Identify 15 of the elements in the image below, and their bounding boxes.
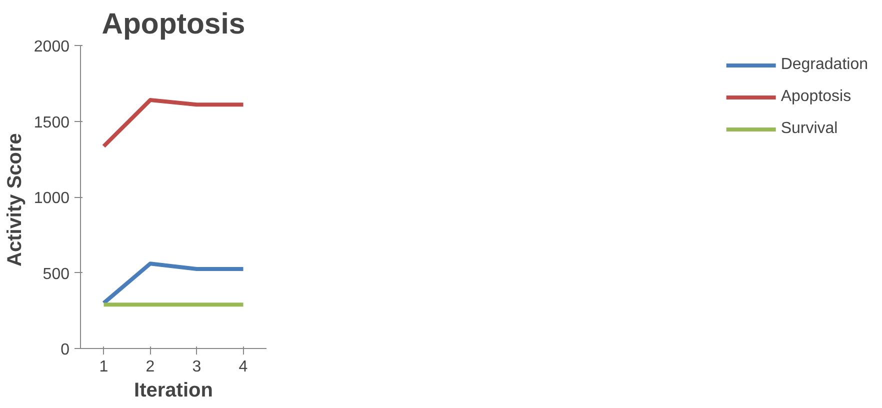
x-tick-label: 1 <box>99 358 108 376</box>
legend-label: Degradation <box>780 56 868 74</box>
x-axis-title: Iteration <box>134 380 213 402</box>
x-tick-label: 3 <box>192 358 202 376</box>
y-tick-label: 2000 <box>34 38 70 56</box>
y-tick-label: 0 <box>60 342 70 358</box>
y-tick-label: 500 <box>42 266 70 283</box>
y-tick-label: 1000 <box>34 190 70 207</box>
chart-title: Apoptosis <box>102 8 246 40</box>
x-tick-label: 4 <box>238 358 248 376</box>
legend-label: Apoptosis <box>780 88 852 106</box>
y-axis-title: Activity Score <box>4 133 26 266</box>
x-tick-label: 2 <box>146 358 155 376</box>
legend-label: Survival <box>780 120 838 138</box>
y-tick-label: 1500 <box>34 114 70 132</box>
